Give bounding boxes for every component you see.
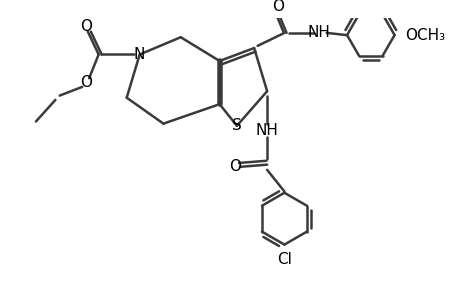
Text: O: O	[79, 75, 91, 90]
Text: N: N	[134, 47, 145, 62]
Text: NH: NH	[307, 26, 330, 40]
Text: O: O	[79, 19, 91, 34]
Text: NH: NH	[255, 123, 278, 138]
Text: Cl: Cl	[276, 252, 291, 267]
Text: O: O	[228, 159, 240, 174]
Text: S: S	[231, 118, 241, 133]
Text: OCH₃: OCH₃	[404, 28, 444, 43]
Text: O: O	[271, 0, 283, 14]
